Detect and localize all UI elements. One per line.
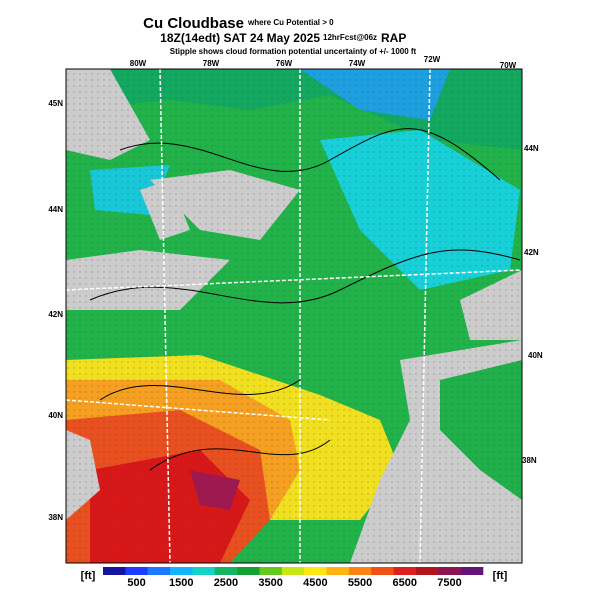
colorbar-label: 7500: [437, 577, 461, 589]
colorbar-label: 2500: [214, 577, 238, 589]
lat-label: 44N: [524, 144, 539, 153]
colorbar-label: 1500: [169, 577, 193, 589]
colorbar-label: 4500: [303, 577, 327, 589]
lon-label: 74W: [349, 59, 366, 68]
lon-label: 76W: [276, 59, 293, 68]
lon-label: 80W: [130, 59, 147, 68]
colorbar-unit: [ft]: [493, 570, 508, 582]
title-note: where Cu Potential > 0: [247, 18, 334, 27]
colorbar-swatch: [304, 567, 327, 575]
colorbar-swatch: [237, 567, 260, 575]
lat-label: 42N: [524, 248, 539, 257]
map: [65, 68, 523, 564]
colorbar-swatch: [103, 567, 126, 575]
colorbar-swatch: [125, 567, 149, 575]
colorbar-swatch: [170, 567, 193, 575]
colorbar-swatch: [371, 567, 394, 575]
lon-label: 70W: [500, 61, 517, 70]
top-labels: 80W 78W 76W 74W 72W 70W: [130, 55, 517, 70]
lat-label: 44N: [48, 205, 63, 214]
colorbar: [ft] [ft] 500 1500 2500 3500 4500 5500 6500 750…: [81, 567, 508, 589]
colorbar-swatch: [147, 567, 171, 575]
colorbar-swatch: [415, 567, 439, 575]
lat-label: 42N: [48, 310, 63, 319]
colorbar-swatch: [214, 567, 238, 575]
lat-label: 40N: [48, 411, 63, 420]
colorbar-swatch: [438, 567, 461, 575]
colorbar-label: 3500: [258, 577, 282, 589]
colorbar-label: 5500: [348, 577, 372, 589]
subtitle: Stipple shows cloud formation potential …: [170, 47, 417, 56]
title: Cu Cloudbase: [143, 15, 244, 32]
lon-label: 72W: [424, 55, 441, 64]
colorbar-swatch: [281, 567, 305, 575]
colorbar-swatch: [259, 567, 283, 575]
model: RAP: [381, 31, 406, 45]
forecast: 12hrFcst@06z: [323, 33, 377, 42]
colorbar-swatch: [348, 567, 372, 575]
colorbar-unit: [ft]: [81, 570, 96, 582]
lat-label: 38N: [522, 456, 537, 465]
valid-time: 18Z(14edt) SAT 24 May 2025: [160, 31, 320, 45]
colorbar-swatch: [393, 567, 417, 575]
colorbar-label: 6500: [393, 577, 417, 589]
left-labels: 45N 44N 42N 40N 38N: [48, 99, 63, 522]
lat-label: 45N: [48, 99, 63, 108]
colorbar-swatch: [192, 567, 216, 575]
lat-label: 40N: [528, 351, 543, 360]
right-labels: 44N 42N 40N 38N: [522, 144, 543, 465]
lon-label: 78W: [203, 59, 220, 68]
lat-label: 38N: [48, 513, 63, 522]
colorbar-swatch: [460, 567, 484, 575]
colorbar-swatch: [326, 567, 350, 575]
colorbar-label: 500: [127, 577, 145, 589]
